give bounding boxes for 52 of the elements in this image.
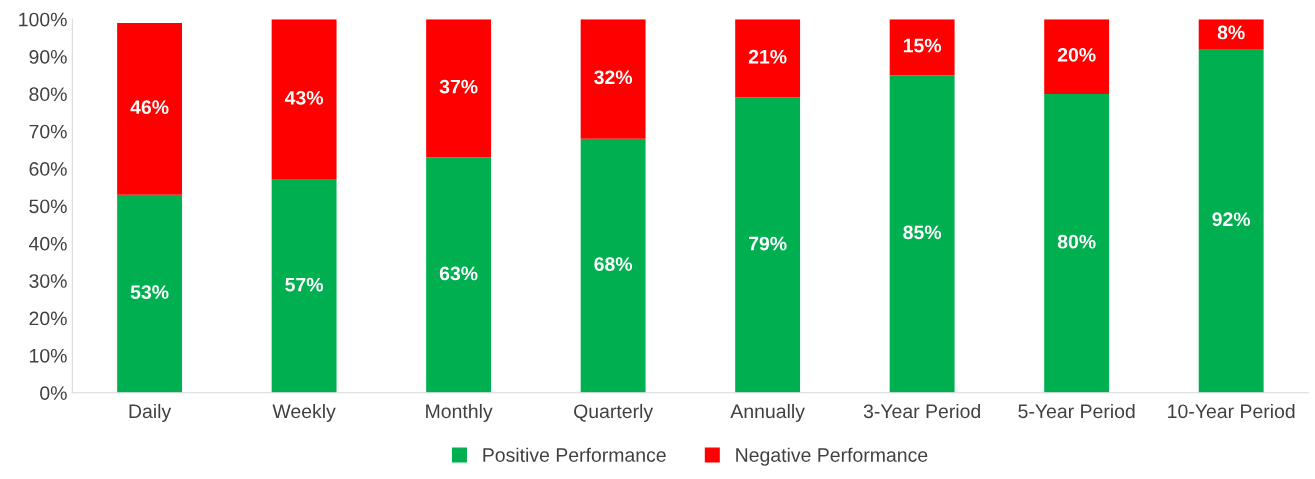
bar xyxy=(271,19,337,180)
bar xyxy=(117,22,183,195)
bar xyxy=(1044,93,1110,393)
y-tick-label: 50% xyxy=(29,199,67,214)
y-tick-label: 90% xyxy=(29,49,67,64)
x-tick-label: 10-Year Period xyxy=(1168,403,1295,419)
y-tick-label: 10% xyxy=(30,348,67,363)
x-tick-label: Weekly xyxy=(272,403,336,423)
bar xyxy=(889,75,955,393)
data-label: 20% xyxy=(1057,47,1096,62)
legend-label: Negative Performance xyxy=(736,447,928,466)
y-tick-label: 0% xyxy=(40,386,67,401)
data-label: 53% xyxy=(130,285,169,300)
data-label: 57% xyxy=(285,277,324,292)
data-label: 37% xyxy=(439,79,478,94)
x-tick-label: Quarterly xyxy=(574,403,654,423)
bar xyxy=(889,19,955,76)
x-tick-label: 3-Year Period xyxy=(863,403,980,419)
x-tick-label: Daily xyxy=(129,403,172,423)
data-label: 92% xyxy=(1212,212,1251,227)
data-label: 80% xyxy=(1057,234,1096,249)
bar xyxy=(117,194,183,393)
y-tick-label: 100% xyxy=(19,12,67,27)
data-label: 79% xyxy=(749,236,787,251)
bar xyxy=(735,19,801,98)
data-label: 21% xyxy=(748,49,787,64)
legend-label: Positive Performance xyxy=(483,447,666,462)
data-label: 15% xyxy=(903,38,942,53)
y-tick-label: 70% xyxy=(29,124,67,139)
data-label: 63% xyxy=(439,266,478,281)
y-tick-label: 80% xyxy=(29,87,67,102)
bar xyxy=(1198,49,1264,393)
data-label: 85% xyxy=(903,225,942,240)
data-label: 46% xyxy=(130,100,169,115)
x-tick-label: Monthly xyxy=(426,403,493,423)
x-tick-label: 5-Year Period xyxy=(1018,403,1135,419)
bar xyxy=(580,19,646,139)
data-label: 8% xyxy=(1217,25,1245,40)
data-label: 68% xyxy=(594,257,633,271)
bar xyxy=(271,179,337,393)
bar xyxy=(426,157,492,393)
data-label: 43% xyxy=(284,90,324,105)
bar xyxy=(426,19,492,158)
y-tick-label: 60% xyxy=(29,162,67,176)
data-label: 32% xyxy=(594,70,633,85)
y-tick-label: 30% xyxy=(29,274,67,288)
bar xyxy=(580,138,646,393)
x-tick-label: Annually xyxy=(730,403,805,423)
y-tick-label: 20% xyxy=(29,311,67,326)
bar xyxy=(735,97,801,393)
y-tick-label: 40% xyxy=(28,236,67,251)
bar xyxy=(1044,19,1110,94)
